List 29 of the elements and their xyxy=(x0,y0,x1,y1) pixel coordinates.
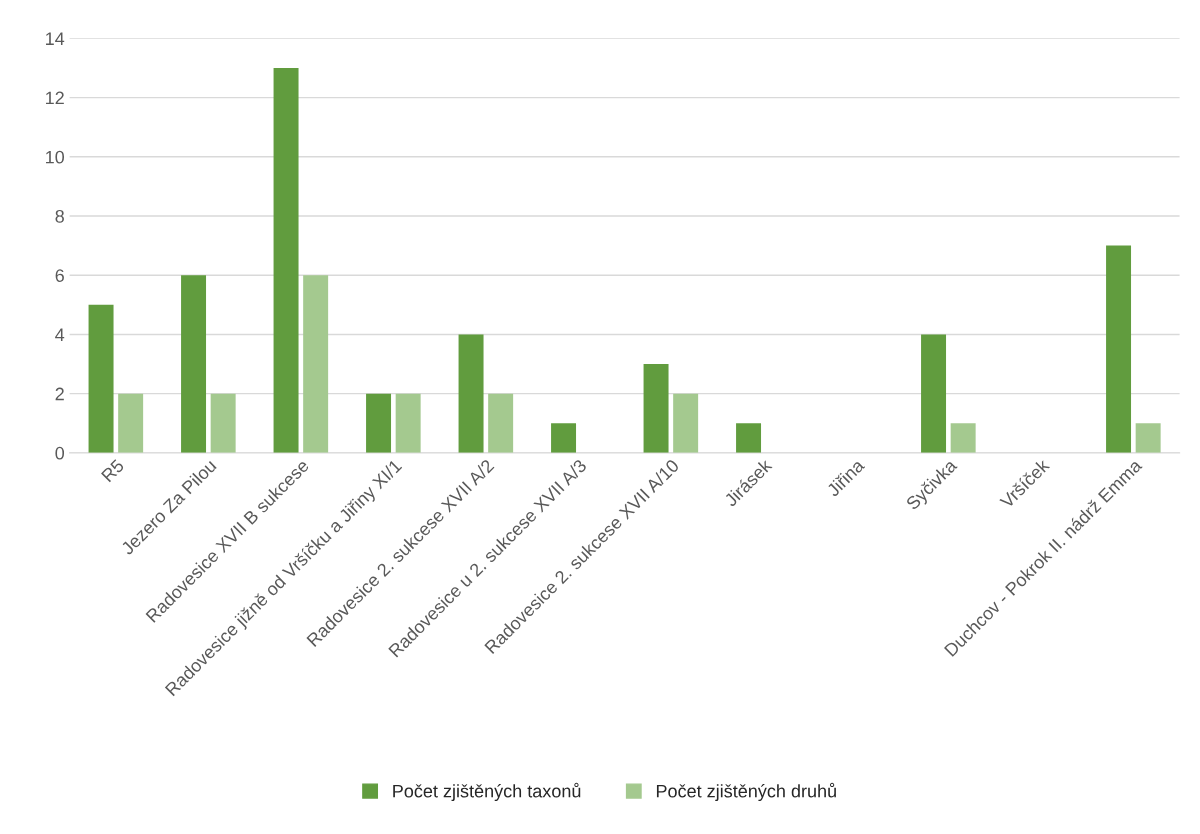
legend-label: Počet zjištěných taxonů xyxy=(393,782,581,802)
y-tick-label: 0 xyxy=(55,446,65,460)
bar xyxy=(303,275,329,453)
y-tick-label: 14 xyxy=(46,32,65,45)
bar xyxy=(181,275,207,453)
bar xyxy=(673,393,699,453)
bar xyxy=(921,334,947,453)
y-tick-label: 6 xyxy=(55,269,64,282)
bar xyxy=(210,393,236,453)
y-tick-label: 2 xyxy=(55,387,64,401)
y-tick-label: 12 xyxy=(46,91,64,105)
y-tick-label: 8 xyxy=(55,209,64,223)
bar xyxy=(273,67,299,453)
y-tick-label: 10 xyxy=(46,150,65,164)
bar xyxy=(488,393,514,453)
bar xyxy=(643,364,669,453)
bar xyxy=(88,304,114,453)
bar xyxy=(458,334,484,453)
bar xyxy=(395,393,421,453)
x-tick-label: R5 xyxy=(101,458,125,483)
bar xyxy=(118,393,144,453)
bar xyxy=(366,393,392,453)
bar xyxy=(1106,245,1132,453)
bar xyxy=(736,423,762,453)
y-tick-label: 4 xyxy=(55,328,65,341)
legend-label: Počet zjištěných druhů xyxy=(656,782,836,802)
bar xyxy=(551,423,577,453)
bar xyxy=(950,423,976,453)
bar xyxy=(1135,423,1161,453)
